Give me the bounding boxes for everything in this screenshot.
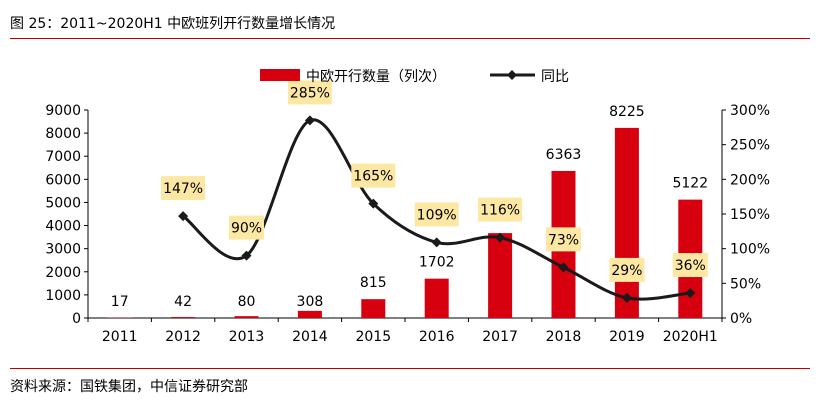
bar bbox=[424, 278, 449, 318]
figure-title: 图 25：2011~2020H1 中欧班列开行数量增长情况 bbox=[10, 16, 336, 32]
x-tick-label: 2020H1 bbox=[663, 329, 718, 345]
yoy-label-bg bbox=[229, 215, 264, 240]
bar-value-label: 42 bbox=[174, 294, 192, 310]
top-rule bbox=[10, 38, 810, 39]
y-left-tick-label: 7000 bbox=[45, 149, 81, 165]
bar-value-label: 6363 bbox=[546, 147, 582, 163]
yoy-marker bbox=[685, 288, 696, 299]
yoy-label-bg bbox=[478, 197, 523, 222]
yoy-marker bbox=[558, 262, 569, 273]
yoy-label-bg bbox=[351, 163, 396, 188]
bar-value-label: 1702 bbox=[419, 255, 455, 271]
yoy-value-label: 109% bbox=[417, 207, 457, 223]
y-left-tick-label: 4000 bbox=[45, 219, 81, 235]
legend-line-marker bbox=[507, 70, 517, 80]
yoy-value-label: 73% bbox=[548, 232, 579, 248]
yoy-marker bbox=[304, 115, 315, 126]
y-right-tick-label: 0% bbox=[730, 311, 752, 327]
bar bbox=[488, 233, 513, 318]
yoy-marker bbox=[431, 237, 442, 248]
bar-value-label: 8225 bbox=[609, 104, 645, 120]
source-note: 资料来源：国铁集团，中信证券研究部 bbox=[10, 379, 248, 395]
x-tick-label: 2013 bbox=[229, 329, 265, 345]
yoy-label-bg bbox=[672, 253, 708, 278]
yoy-label-bg bbox=[609, 257, 645, 282]
x-tick-label: 2016 bbox=[419, 329, 455, 345]
yoy-value-label: 285% bbox=[290, 85, 330, 101]
bar-value-label: 5122 bbox=[672, 176, 708, 192]
yoy-value-label: 36% bbox=[675, 258, 706, 274]
x-tick-label: 2018 bbox=[546, 329, 582, 345]
yoy-marker bbox=[495, 232, 506, 243]
legend-bar-swatch bbox=[260, 69, 300, 81]
y-right-tick-label: 100% bbox=[730, 242, 770, 258]
bar bbox=[234, 316, 259, 318]
bottom-rule bbox=[10, 368, 810, 369]
bar-value-label: 17 bbox=[111, 294, 129, 310]
yoy-value-label: 165% bbox=[353, 169, 393, 185]
yoy-marker bbox=[178, 211, 189, 222]
x-tick-label: 2015 bbox=[355, 329, 391, 345]
bar-value-label: 80 bbox=[238, 294, 256, 310]
yoy-marker bbox=[621, 292, 632, 303]
yoy-value-label: 147% bbox=[163, 181, 203, 197]
yoy-label-bg bbox=[287, 80, 332, 105]
y-left-tick-label: 3000 bbox=[45, 242, 81, 258]
y-left-tick-label: 6000 bbox=[45, 172, 81, 188]
y-right-tick-label: 250% bbox=[730, 138, 770, 154]
y-left-tick-label: 5000 bbox=[45, 195, 81, 211]
yoy-label-bg bbox=[546, 227, 581, 252]
yoy-label-bg bbox=[414, 202, 459, 227]
y-left-tick-label: 9000 bbox=[45, 103, 81, 119]
y-right-tick-label: 150% bbox=[730, 207, 770, 223]
yoy-marker bbox=[368, 198, 379, 209]
yoy-value-label: 29% bbox=[611, 263, 642, 279]
bar bbox=[614, 127, 639, 319]
x-tick-label: 2012 bbox=[165, 329, 201, 345]
legend-line-label: 同比 bbox=[541, 69, 569, 85]
bar-value-label: 308 bbox=[297, 294, 324, 310]
bar bbox=[361, 299, 386, 318]
yoy-marker bbox=[241, 250, 252, 261]
yoy-value-label: 90% bbox=[231, 221, 262, 237]
y-left-tick-label: 8000 bbox=[45, 126, 81, 142]
bar bbox=[297, 310, 322, 318]
yoy-label-bg bbox=[161, 176, 206, 201]
x-tick-label: 2014 bbox=[292, 329, 328, 345]
y-right-tick-label: 200% bbox=[730, 172, 770, 188]
y-right-tick-label: 50% bbox=[730, 276, 761, 292]
y-left-tick-label: 1000 bbox=[45, 288, 81, 304]
legend-bar-label: 中欧开行数量（列次） bbox=[306, 69, 446, 85]
yoy-value-label: 116% bbox=[480, 203, 520, 219]
x-tick-label: 2019 bbox=[609, 329, 645, 345]
y-right-tick-label: 300% bbox=[730, 103, 770, 119]
x-tick-label: 2011 bbox=[102, 329, 138, 345]
x-tick-label: 2017 bbox=[482, 329, 518, 345]
y-left-tick-label: 2000 bbox=[45, 265, 81, 281]
bar bbox=[171, 317, 196, 318]
bar-value-label: 815 bbox=[360, 275, 387, 291]
y-left-tick-label: 0 bbox=[72, 311, 81, 327]
